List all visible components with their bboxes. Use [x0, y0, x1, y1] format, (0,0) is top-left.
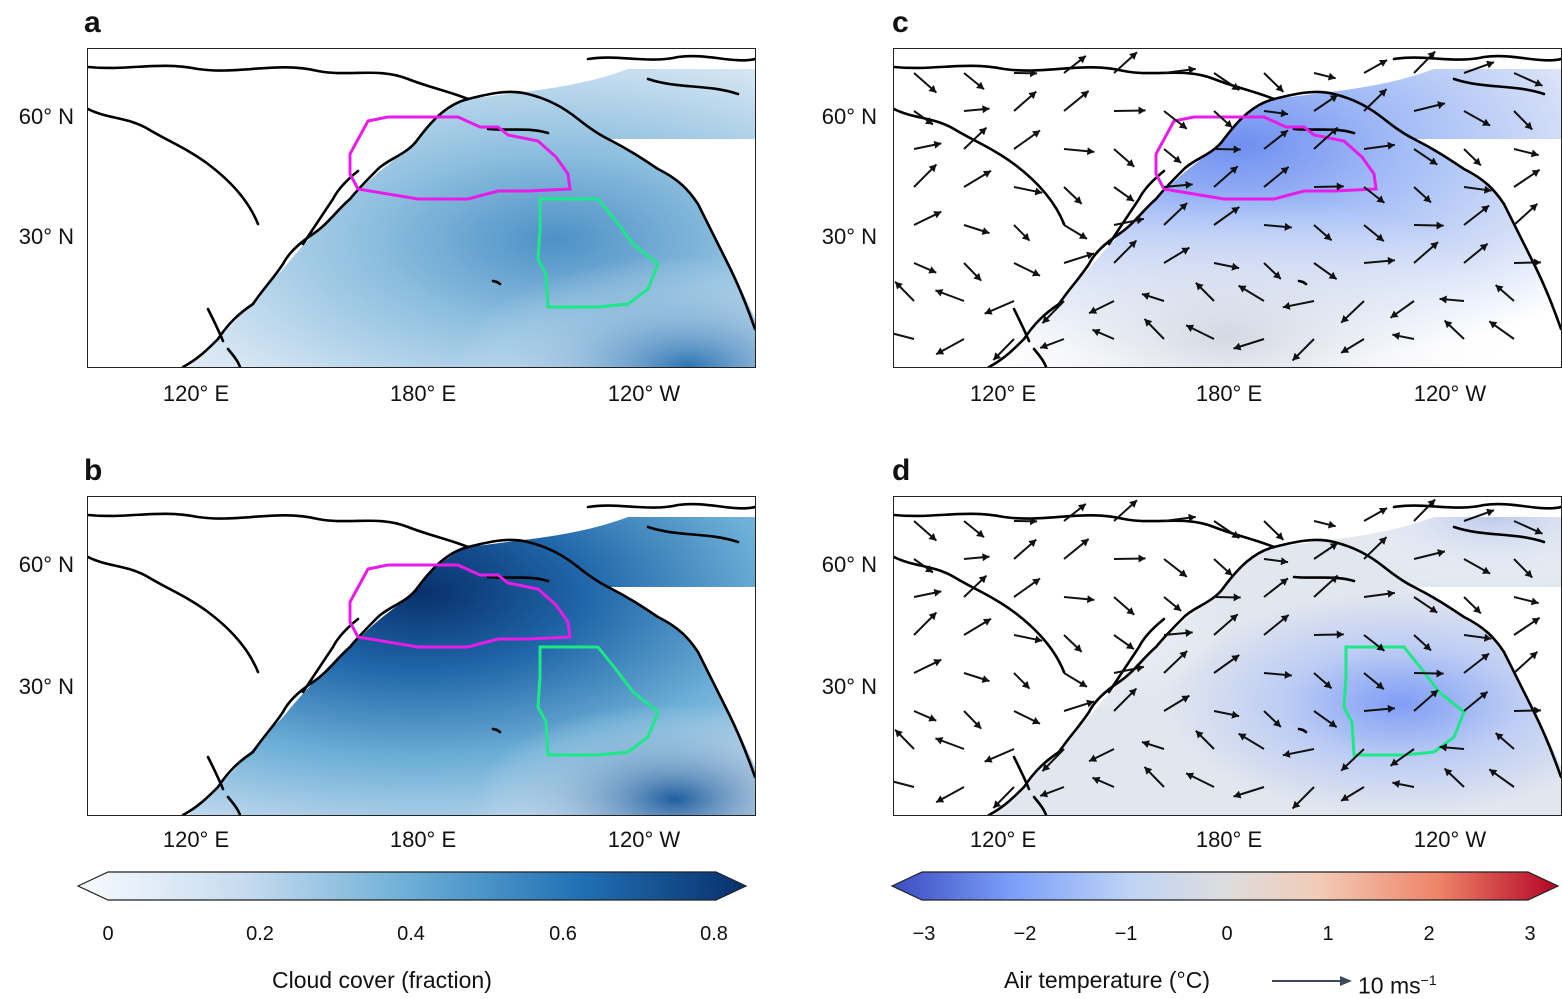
lon-label-120e: 120° E — [953, 383, 1053, 405]
colorbar-tick: −2 — [1005, 924, 1045, 944]
colorbar-tick: 0.4 — [391, 924, 431, 944]
colorbar-tick: 0.6 — [543, 924, 583, 944]
lon-label-120w: 120° W — [1400, 383, 1500, 405]
colorbar-tick: 0.2 — [240, 924, 280, 944]
lon-label-120e: 120° E — [146, 829, 246, 851]
colorbar-title: Air temperature (°C) — [1004, 968, 1210, 992]
lat-label-60n: 60° N — [797, 106, 877, 128]
vector-key-label: 10 ms−1 — [1358, 968, 1437, 998]
lon-label-180e: 180° E — [373, 383, 473, 405]
air-temperature-colorbar — [890, 870, 1562, 902]
colorbar-tick: 2 — [1409, 924, 1449, 944]
lat-label-30n: 30° N — [797, 226, 877, 248]
colorbar-tick: 0.8 — [694, 924, 734, 944]
panel-letter-b: b — [84, 456, 102, 486]
panel-letter-a: a — [84, 8, 101, 38]
lon-label-120e: 120° E — [953, 829, 1053, 851]
vector-key-text: 10 ms — [1358, 973, 1421, 999]
vector-key-arrow-icon — [1270, 972, 1354, 990]
colorbar-tick: −1 — [1106, 924, 1146, 944]
lon-label-120w: 120° W — [594, 383, 694, 405]
panel-letter-d: d — [892, 456, 910, 486]
cloud-cover-colorbar — [76, 870, 748, 902]
lon-label-180e: 180° E — [1179, 829, 1279, 851]
lon-label-120w: 120° W — [594, 829, 694, 851]
lat-label-60n: 60° N — [0, 106, 74, 128]
panel-letter-c: c — [892, 8, 909, 38]
map-panel-c — [893, 48, 1562, 368]
map-panel-d — [893, 496, 1562, 816]
lon-label-180e: 180° E — [373, 829, 473, 851]
lat-label-60n: 60° N — [797, 554, 877, 576]
lon-label-120e: 120° E — [146, 383, 246, 405]
colorbar-tick: −3 — [904, 924, 944, 944]
lon-label-180e: 180° E — [1179, 383, 1279, 405]
colorbar-title: Cloud cover (fraction) — [272, 968, 492, 992]
lat-label-30n: 30° N — [797, 676, 877, 698]
colorbar-tick: 1 — [1308, 924, 1348, 944]
colorbar-tick: 3 — [1510, 924, 1550, 944]
map-panel-b — [87, 496, 756, 816]
lat-label-60n: 60° N — [0, 554, 74, 576]
lon-label-120w: 120° W — [1400, 829, 1500, 851]
lat-label-30n: 30° N — [0, 226, 74, 248]
vector-key-unit-exponent: −1 — [1421, 972, 1437, 988]
map-panel-a — [87, 48, 756, 368]
lat-label-30n: 30° N — [0, 676, 74, 698]
colorbar-tick: 0 — [1207, 924, 1247, 944]
colorbar-tick: 0 — [88, 924, 128, 944]
